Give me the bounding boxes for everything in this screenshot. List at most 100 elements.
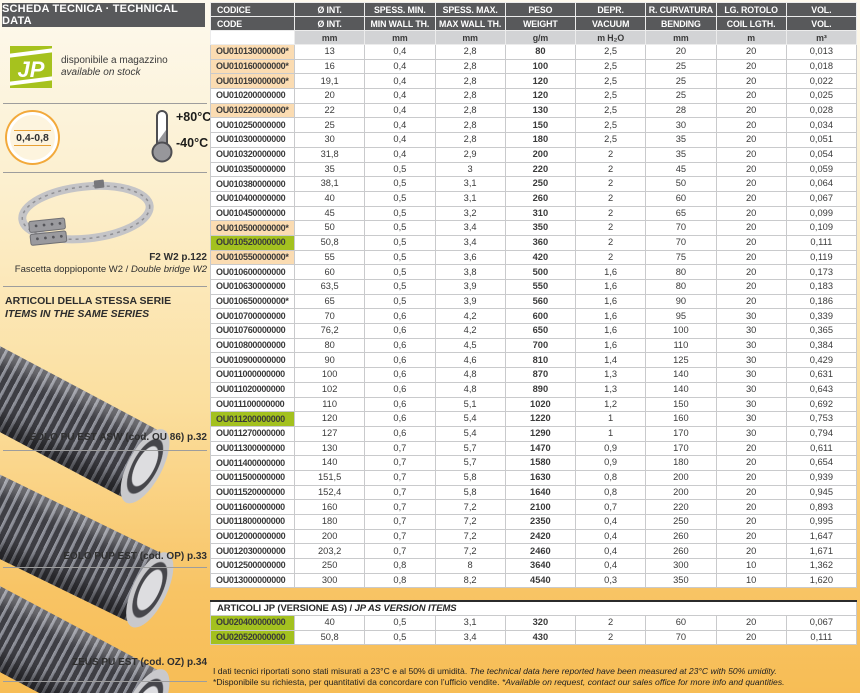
value-cell: 0,111 — [785, 629, 858, 646]
value-cell: 260 — [504, 190, 577, 207]
value-cell: 0,4 — [364, 73, 436, 90]
value-cell: 70 — [645, 629, 717, 646]
value-cell: 30 — [715, 337, 787, 354]
value-cell: 0,692 — [785, 396, 858, 413]
value-cell: 20 — [715, 543, 787, 560]
series-heading-it: ARTICOLI DELLA STESSA SERIE — [5, 295, 172, 307]
value-cell: 5,7 — [434, 455, 506, 471]
value-cell: 5,7 — [434, 440, 506, 457]
wall-thickness-badge: 0,4-0,8 — [5, 110, 60, 165]
value-cell: 0,5 — [364, 629, 436, 646]
value-cell: 0,018 — [785, 58, 858, 75]
value-cell: 1,620 — [785, 572, 858, 589]
value-cell: 0,183 — [785, 279, 858, 295]
value-cell: 65 — [645, 205, 717, 222]
value-cell: 0,059 — [785, 161, 858, 178]
header-cell: m H₂O — [574, 30, 647, 45]
product-code-cell: OU010550000000* — [210, 249, 295, 266]
product-code-cell: OU010250000000 — [210, 117, 295, 134]
table-row: OU010900000000 90 0,6 4,6 810 1,4 125 30 0,429 — [210, 352, 858, 369]
value-cell: 2,8 — [434, 132, 506, 148]
value-cell: 16 — [293, 58, 366, 75]
header-cell: mm — [364, 30, 436, 45]
value-cell: 2 — [574, 190, 647, 207]
header-cell: Ø INT. — [293, 16, 366, 31]
value-cell: 5,8 — [434, 484, 506, 501]
header-cell: CODE — [210, 16, 295, 31]
product-code-cell: OU010400000000 — [210, 190, 295, 207]
value-cell: 0,4 — [574, 514, 647, 530]
value-cell: 28 — [645, 102, 717, 119]
value-cell: 30 — [645, 117, 717, 134]
product-code-cell: OU010630000000 — [210, 279, 295, 295]
value-cell: 0,8 — [574, 484, 647, 501]
table-row: OU010300000000 30 0,4 2,8 180 2,5 35 20 0,051 — [210, 132, 858, 148]
value-cell: 0,611 — [785, 440, 858, 457]
header-cell: MAX WALL TH. — [434, 16, 506, 31]
value-cell: 30 — [715, 367, 787, 383]
value-cell: 2 — [574, 205, 647, 222]
table-header-row: CODICE Ø INT. SPESS. MIN. SPESS. MAX. PESO DE… — [210, 2, 858, 17]
value-cell: 180 — [293, 514, 366, 530]
product-code-cell: OU011020000000 — [210, 381, 295, 398]
value-cell: 0,7 — [364, 440, 436, 457]
value-cell: 200 — [293, 528, 366, 545]
header-cell: VOL. — [785, 16, 858, 31]
value-cell: 3,4 — [434, 629, 506, 646]
value-cell: 0,099 — [785, 205, 858, 222]
value-cell: 3,9 — [434, 293, 506, 310]
value-cell: 35 — [293, 161, 366, 178]
table-row: OU010450000000 45 0,5 3,2 310 2 65 20 0,099 — [210, 205, 858, 222]
value-cell: 0,4 — [364, 146, 436, 163]
value-cell: 0,3 — [574, 572, 647, 589]
value-cell: 8,2 — [434, 572, 506, 589]
value-cell: 200 — [504, 146, 577, 163]
product-code-cell: OU010520000000 — [210, 234, 295, 251]
value-cell: 100 — [645, 323, 717, 339]
value-cell: 2,5 — [574, 73, 647, 90]
value-cell: 20 — [715, 88, 787, 104]
product-code-cell: OU010760000000 — [210, 323, 295, 339]
value-cell: 0,022 — [785, 73, 858, 90]
value-cell: 70 — [645, 220, 717, 236]
value-cell: 1,362 — [785, 558, 858, 574]
value-cell: 35 — [645, 146, 717, 163]
value-cell: 0,7 — [364, 484, 436, 501]
value-cell: 220 — [504, 161, 577, 178]
table-row: OU013000000000 300 0,8 8,2 4540 0,3 350 10 1,620 — [210, 572, 858, 589]
header-cell: SPESS. MIN. — [364, 2, 436, 17]
value-cell: 20 — [715, 455, 787, 471]
value-cell: 430 — [504, 629, 577, 646]
value-cell: 550 — [504, 279, 577, 295]
value-cell: 127 — [293, 425, 366, 442]
as-table-body: OU020400000000 40 0,5 3,1 320 2 60 20 0,067 OU020… — [210, 615, 858, 646]
value-cell: 0,7 — [364, 469, 436, 486]
value-cell: 2,8 — [434, 44, 506, 60]
value-cell: 140 — [645, 381, 717, 398]
value-cell: 203,2 — [293, 543, 366, 560]
table-header: CODICE Ø INT. SPESS. MIN. SPESS. MAX. PESO DE… — [210, 2, 858, 45]
value-cell: 0,4 — [574, 528, 647, 545]
footnote-line2: *Disponibile su richiesta, per quantitat… — [213, 677, 785, 687]
as-section-title: ARTICOLI JP (VERSIONE AS) / JP AS VERSIO… — [210, 600, 857, 616]
value-cell: 1020 — [504, 396, 577, 413]
value-cell: 150 — [504, 117, 577, 134]
product-code-cell: OU011520000000 — [210, 484, 295, 501]
header-cell: mm — [434, 30, 506, 45]
value-cell: 80 — [645, 264, 717, 280]
table-row: OU011000000000 100 0,6 4,8 870 1,3 140 30 0,631 — [210, 367, 858, 383]
value-cell: 40 — [293, 615, 366, 631]
value-cell: 200 — [645, 469, 717, 486]
value-cell: 55 — [293, 249, 366, 266]
value-cell: 2,5 — [574, 102, 647, 119]
jp-logo-icon: JP — [10, 46, 52, 88]
value-cell: 260 — [645, 528, 717, 545]
value-cell: 140 — [293, 455, 366, 471]
table-row: OU020520000000 50,8 0,5 3,4 430 2 70 20 0,111 — [210, 629, 858, 646]
divider — [3, 286, 207, 287]
value-cell: 0,5 — [364, 220, 436, 236]
value-cell: 30 — [715, 308, 787, 325]
value-cell: 2100 — [504, 499, 577, 515]
value-cell: 70 — [645, 234, 717, 251]
value-cell: 2,8 — [434, 58, 506, 75]
